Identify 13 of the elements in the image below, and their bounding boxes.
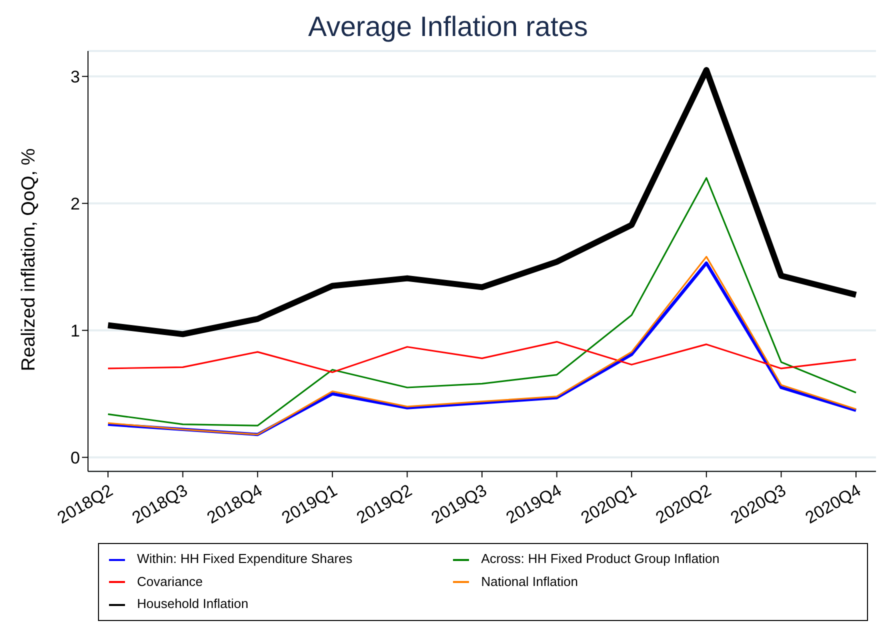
legend-label: Across: HH Fixed Product Group Inflation	[481, 551, 720, 566]
legend-label: Household Inflation	[137, 596, 248, 612]
y-tick-label: 2	[70, 194, 80, 214]
line-series	[107, 340, 857, 374]
y-tick-label: 1	[70, 321, 80, 340]
y-tick-label: 3	[70, 67, 80, 86]
y-axis-title: Realized inflation, QoQ, %	[18, 148, 40, 372]
chart-title: Average Inflation rates	[307, 10, 589, 44]
line-series	[107, 177, 857, 426]
y-tick-label: 0	[70, 448, 80, 468]
legend-label: National Inflation	[481, 574, 578, 589]
legend-label: Covariance	[137, 574, 203, 589]
legend-label: Within: HH Fixed Expenditure Shares	[137, 551, 352, 566]
